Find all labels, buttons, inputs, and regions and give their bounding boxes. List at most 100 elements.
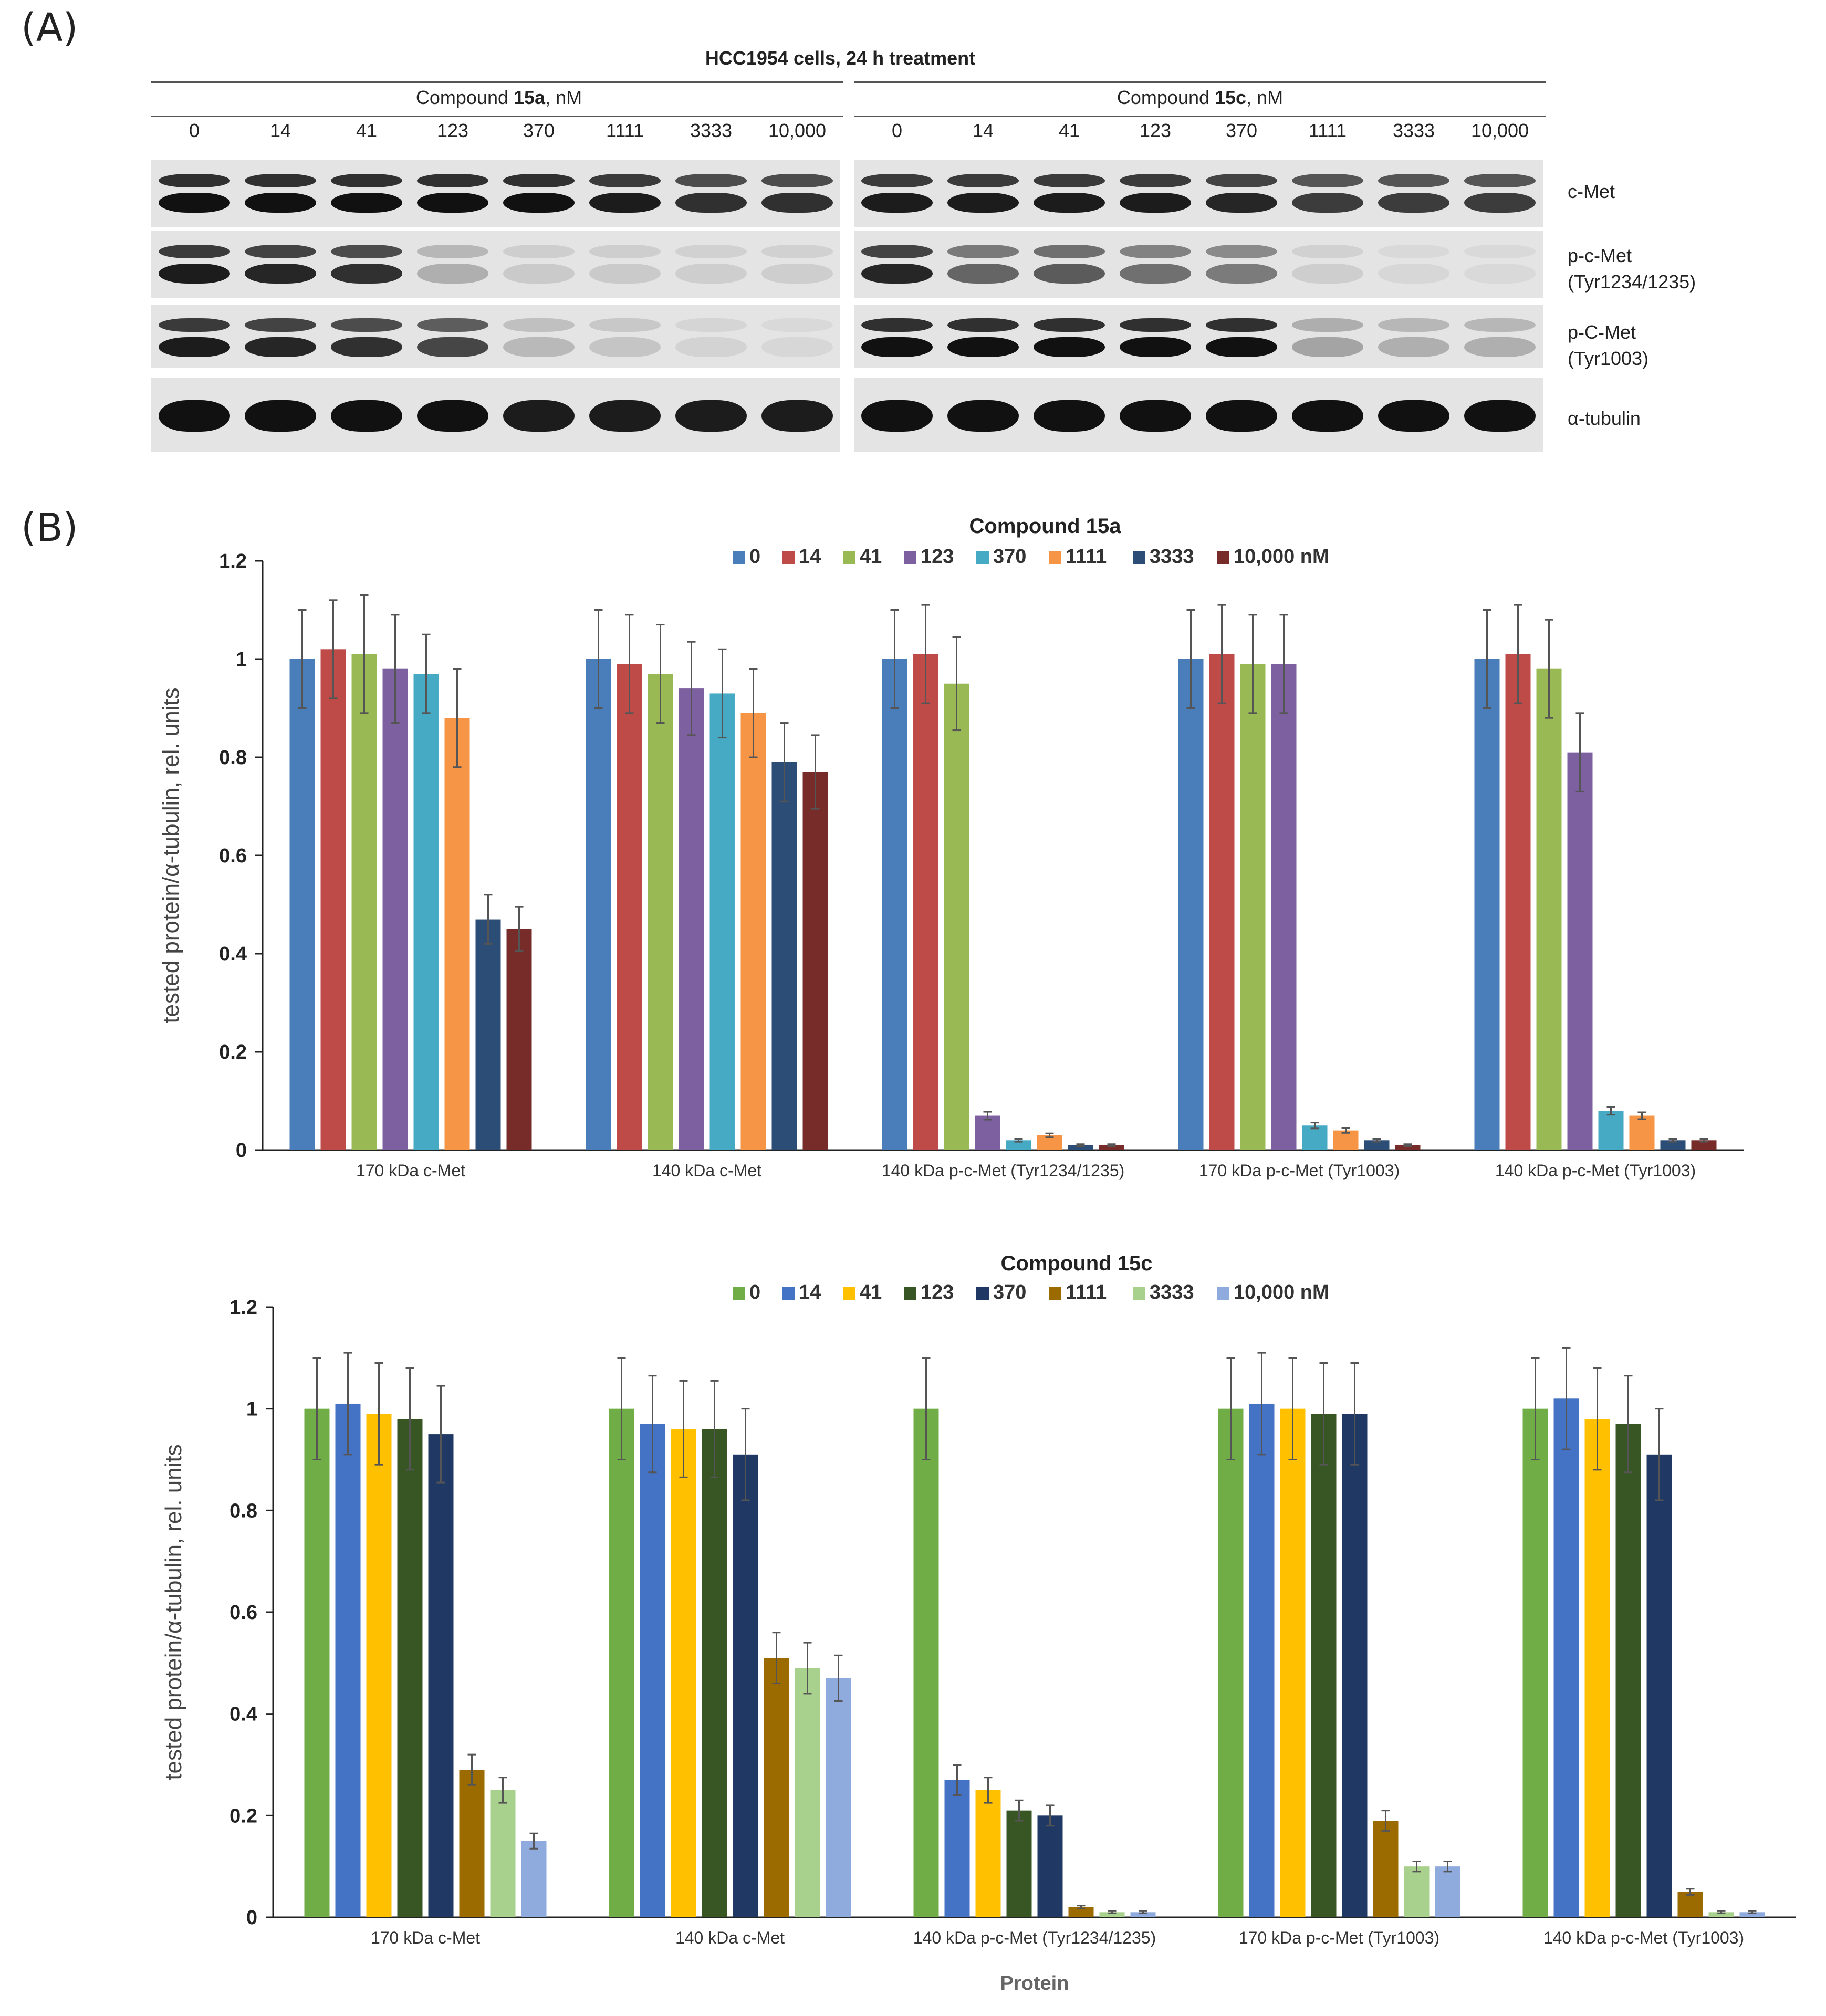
protein-label-line: (Tyr1234/1235)	[1568, 271, 1696, 293]
blot-band	[417, 193, 488, 213]
legend-swatch	[904, 1287, 916, 1300]
blot-band	[1120, 400, 1191, 432]
bar	[1567, 752, 1593, 1150]
blot-band	[589, 400, 661, 432]
bar	[975, 1115, 1000, 1150]
bar	[289, 659, 315, 1150]
bar	[802, 772, 828, 1150]
legend-label: 0	[749, 1281, 760, 1303]
blot-band	[675, 174, 747, 187]
legend-label: 0	[749, 546, 760, 568]
bar	[1099, 1145, 1124, 1150]
blot-band	[1464, 174, 1536, 187]
blot-band	[1378, 193, 1449, 213]
blot-band	[417, 264, 488, 284]
bar	[428, 1434, 454, 1917]
bar	[1271, 664, 1297, 1150]
blot-band	[159, 174, 230, 187]
blot-band	[589, 264, 661, 284]
blot-band	[159, 337, 230, 357]
x-category-label: 140 kDa c-Met	[675, 1928, 785, 1947]
y-tick-label: 1	[236, 649, 247, 671]
legend-label: 10,000 nM	[1234, 1281, 1329, 1303]
bar	[975, 1790, 1001, 1917]
y-tick-label: 0.4	[219, 943, 247, 965]
blot-band	[331, 174, 402, 187]
blot-band	[245, 400, 316, 432]
blot-band	[1464, 400, 1536, 432]
blot-band	[761, 245, 833, 258]
legend-swatch	[782, 551, 795, 564]
bar	[1342, 1414, 1368, 1917]
legend-label: 41	[860, 546, 882, 568]
compound-15c-label: Compound 15c, nM	[1117, 87, 1284, 108]
x-axis-label: Protein	[1000, 1972, 1069, 1994]
blot-band	[1206, 174, 1277, 187]
blot-band	[417, 400, 488, 432]
blot-band	[1206, 337, 1277, 357]
blot-band	[761, 318, 833, 332]
blot-band	[503, 264, 575, 284]
x-category-label: 140 kDa c-Met	[652, 1161, 761, 1180]
blot-band	[1034, 318, 1105, 332]
bar	[1404, 1866, 1430, 1917]
bar	[444, 718, 470, 1150]
blot-band	[861, 337, 933, 357]
concentration-label: 0	[891, 120, 903, 141]
protein-label-line: p-C-Met	[1568, 321, 1636, 343]
blot-strip	[151, 305, 840, 368]
blot-band	[417, 337, 488, 357]
blot-band	[417, 318, 488, 332]
bar	[1739, 1912, 1765, 1917]
legend-swatch	[1217, 551, 1229, 564]
blot-band	[861, 174, 933, 187]
blot-band	[761, 400, 833, 432]
bar	[648, 674, 673, 1150]
blot-strip	[151, 231, 840, 298]
chart-title: Compound 15c	[1001, 1252, 1153, 1275]
chart-compound-15c: Compound 15c 0 14 41 123 370 1111 3333 10,000 nM…	[161, 1252, 1796, 1994]
blot-band	[1464, 245, 1536, 258]
blot-band	[1206, 264, 1277, 284]
bar	[521, 1841, 547, 1917]
x-category-label: 170 kDa c-Met	[371, 1928, 480, 1947]
blot-band	[1206, 400, 1277, 432]
blot-band	[1206, 193, 1277, 213]
blot-band	[1034, 193, 1105, 213]
bar	[1553, 1398, 1579, 1917]
bar	[1708, 1912, 1734, 1917]
x-category-label: 170 kDa c-Met	[356, 1161, 465, 1180]
y-tick-label: 1.2	[229, 1297, 257, 1319]
concentration-label: 0	[189, 120, 200, 141]
bar	[1099, 1912, 1125, 1917]
blot-band	[159, 245, 230, 258]
blot-band	[159, 264, 230, 284]
bar	[617, 664, 642, 1150]
blot-band	[503, 318, 575, 332]
concentration-label: 10,000	[1470, 120, 1529, 141]
right-group-rule	[854, 81, 1546, 83]
concentration-label: 370	[1225, 120, 1258, 141]
blot-band	[1206, 318, 1277, 332]
blot-band	[1120, 337, 1191, 357]
bar	[1209, 654, 1235, 1150]
blot-band	[1120, 245, 1191, 258]
legend-swatch	[1133, 1287, 1145, 1300]
blot-band	[417, 174, 488, 187]
protein-label: p-C-Met (Tyr1003)	[1568, 319, 1648, 372]
bar	[1505, 654, 1531, 1150]
protein-label: p-c-Met (Tyr1234/1235)	[1568, 243, 1696, 295]
blot-band	[331, 337, 402, 357]
blot-band	[589, 174, 661, 187]
left-conc-rule	[151, 116, 843, 117]
blot-band	[675, 400, 747, 432]
bar	[1218, 1408, 1244, 1917]
compound-15a-label: Compound 15a, nM	[415, 87, 582, 108]
legend-label: 14	[799, 1281, 821, 1303]
blot-band	[1292, 337, 1363, 357]
blot-band	[947, 264, 1019, 284]
bar	[1584, 1419, 1610, 1917]
blot-band	[1292, 264, 1363, 284]
protein-label: c-Met	[1568, 179, 1615, 205]
blot-band	[861, 245, 933, 258]
